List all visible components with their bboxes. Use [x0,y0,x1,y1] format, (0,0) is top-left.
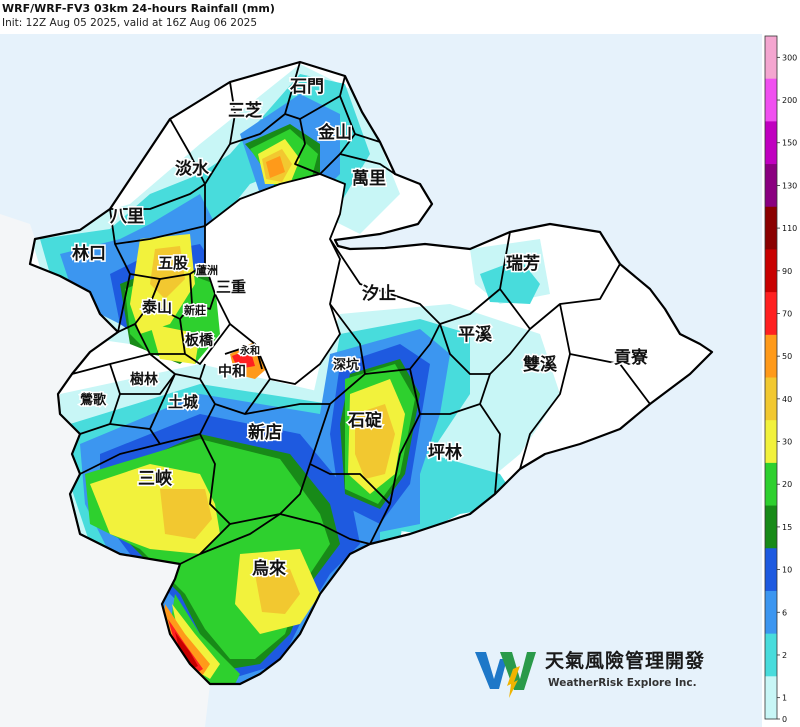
colorbar-bin [765,121,777,165]
colorbar-bin [765,548,777,592]
colorbar-tick-label: 15 [782,523,792,532]
district-labels: 石門 三芝 金山 淡水 萬里 八里 林口 五股 蘆洲 泰山 三重 三重 新莊 板… [71,76,650,581]
label-sanzhi: 三芝 [228,100,262,121]
label-yonghe: 永和 [239,344,260,357]
label-jinshan: 金山 [317,122,352,143]
chart-title: WRF/WRF-FV3 03km 24-hours Rainfall (mm) [2,2,275,15]
label-wugu: 五股 [158,254,189,272]
colorbar-tick-label: 90 [782,267,792,276]
label-shiding: 石碇 [347,410,382,431]
colorbar-tick-label: 200 [782,96,797,105]
label-linkou: 林口 [72,243,106,264]
label-wulai: 烏來 [252,558,286,579]
colorbar-frame [764,35,778,720]
weatherrisk-logo: 天氣風險管理開發 WeatherRisk Explore Inc. [475,649,705,698]
colorbar-tick-label: 150 [782,139,797,148]
label-shimen: 石門 [289,77,324,97]
colorbar-bin [765,334,777,378]
district-boundaries [28,60,714,686]
outer-land [0,214,210,727]
colorbar-tick-label: 10 [782,566,792,575]
label-sanxia: 三峽 [138,468,173,489]
colorbar-bin [765,164,777,208]
colorbar-tick-label: 110 [782,224,797,233]
label-xindian: 新店 [248,422,282,443]
label-luzhou: 蘆洲 [196,263,218,277]
logo-name-zh: 天氣風險管理開發 [545,649,705,672]
colorbar-bin [765,462,777,507]
label-shenkeng: 深坑 [333,357,359,373]
colorbar-bin [765,292,777,336]
colorbar-bin [765,249,777,293]
label-pinglin: 坪林 [428,442,462,463]
colorbar-tick-label: 300 [782,53,797,62]
label-gongliao: 貢寮 [614,347,648,368]
logo-name-en: WeatherRisk Explore Inc. [548,677,697,689]
colorbar-tick-label: 6 [782,608,787,617]
logo-mark [475,652,536,698]
label-xizhi: 汐止 [362,283,396,304]
colorbar-tick-label: 40 [782,395,792,404]
label-shulin: 樹林 [130,371,158,388]
colorbar-bin [765,420,777,464]
colorbar-tick-label: 1 [782,694,787,703]
label-yingge: 鶯歌 [80,392,107,408]
colorbar-tick-label: 0 [782,715,787,724]
label-sanchong: 三重 [216,278,246,296]
label-tamsui: 淡水 [175,158,210,179]
colorbar-bin [765,36,777,80]
label-taishan: 泰山 [141,298,172,316]
colorbar-bin [765,633,777,677]
colorbar-bin [765,676,777,720]
label-shuangxi: 雙溪 [523,354,558,375]
colorbar-bin [765,78,777,122]
colorbar-tick-label: 20 [782,480,792,489]
label-xinzhuang: 新莊 [184,303,206,317]
rainfall-map: 石門 三芝 金山 淡水 萬里 八里 林口 五股 蘆洲 泰山 三重 三重 新莊 板… [0,34,762,727]
label-zhonghe: 中和 [218,363,246,380]
label-tucheng: 土城 [168,393,198,411]
colorbar-tick-label: 50 [782,352,792,361]
colorbar-bin [765,377,777,421]
label-pingxi: 平溪 [458,325,493,345]
label-bali: 八里 [110,207,144,227]
colorbar-bins [764,35,778,720]
chart-header: WRF/WRF-FV3 03km 24-hours Rainfall (mm) … [2,2,762,34]
colorbar-tick-label: 70 [782,309,792,318]
chart-subtitle: Init: 12Z Aug 05 2025, valid at 16Z Aug … [2,17,258,29]
colorbar-bin [765,505,777,549]
colorbar-tick-label: 30 [782,438,792,447]
colorbar-tick-label: 2 [782,651,787,660]
colorbar-bin [765,590,777,635]
label-wanli: 萬里 [352,168,386,189]
label-banqiao: 板橋 [185,332,214,349]
label-ruifang: 瑞芳 [506,253,540,274]
colorbar-bin [765,206,777,250]
colorbar-tick-label: 130 [782,181,797,190]
